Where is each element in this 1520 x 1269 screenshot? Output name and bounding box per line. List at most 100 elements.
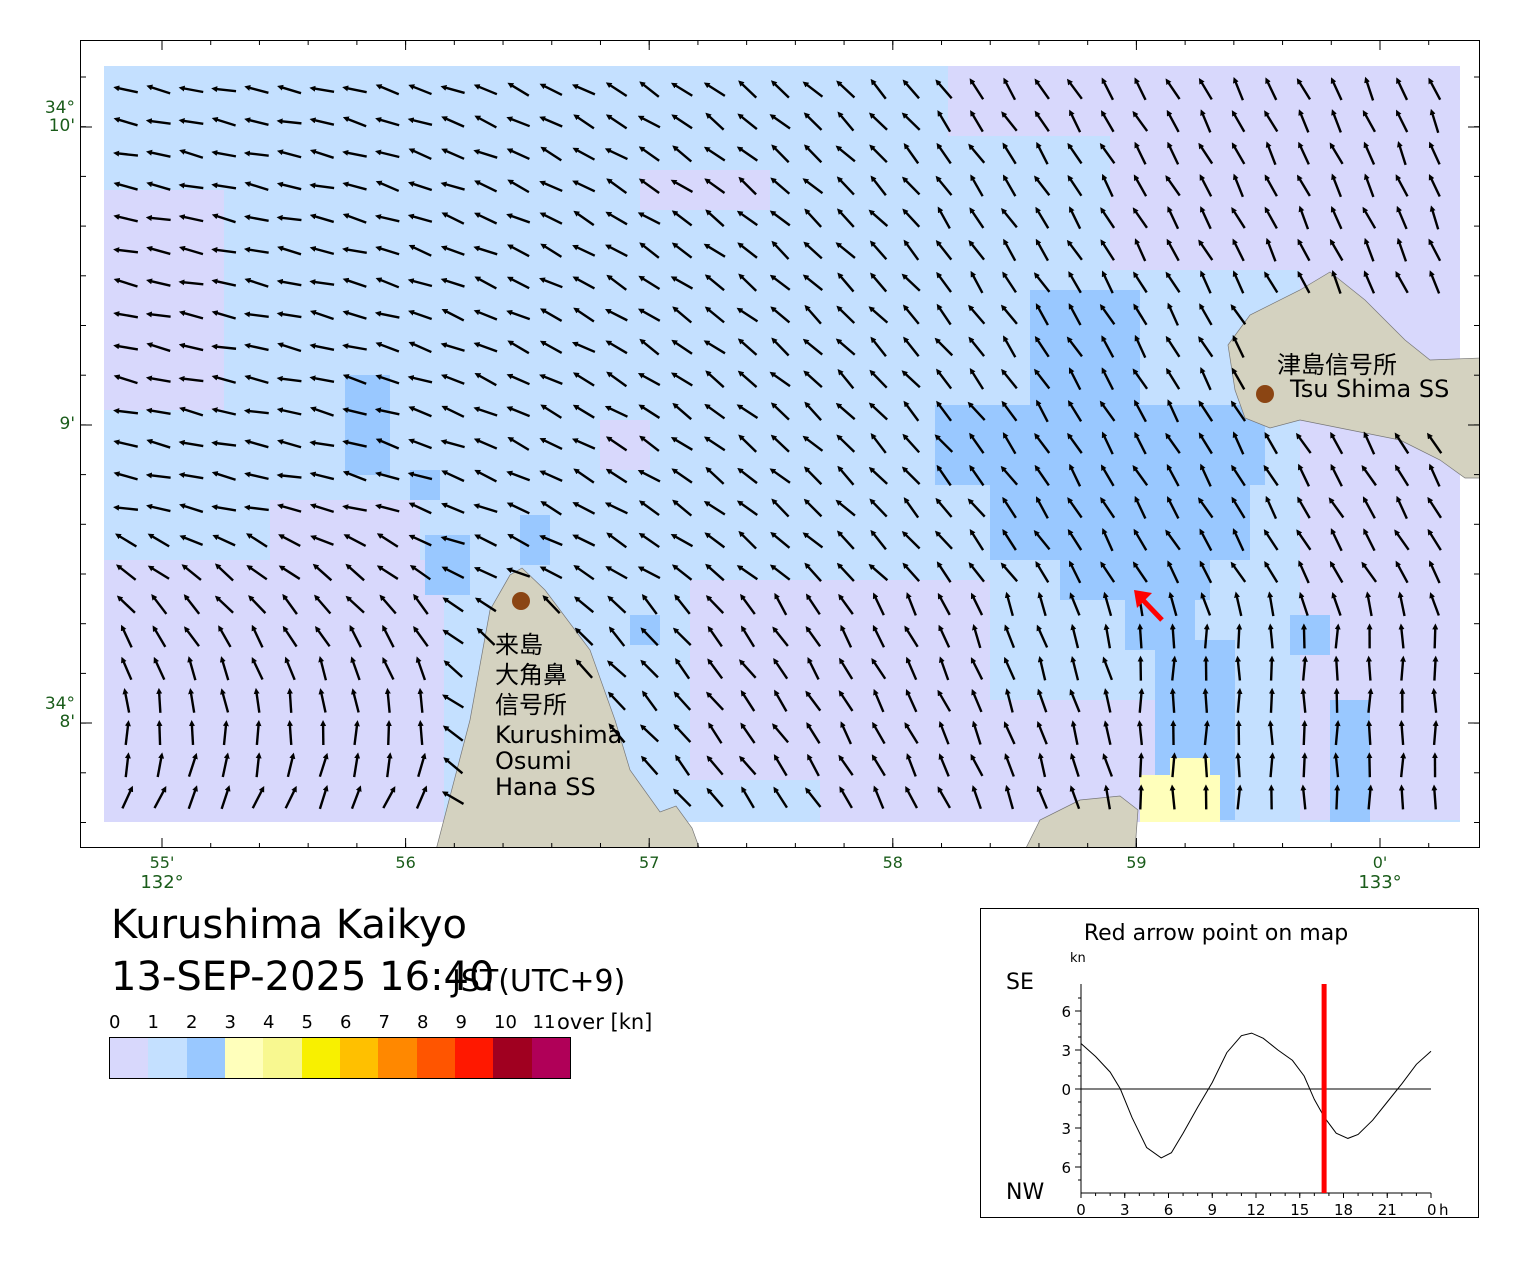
current-arrow: [1329, 238, 1344, 262]
current-arrow: [802, 435, 824, 452]
current-arrow: [506, 213, 531, 224]
current-arrow: [769, 564, 791, 581]
current-arrow: [705, 691, 725, 711]
osumi-station-marker[interactable]: [512, 592, 530, 610]
current-arrow: [1428, 141, 1441, 165]
osumi-peninsula: [436, 567, 700, 847]
current-arrow: [1334, 623, 1341, 649]
red-arrow-marker[interactable]: [1134, 590, 1164, 622]
current-arrow: [572, 372, 595, 387]
current-arrow: [836, 80, 856, 99]
current-arrow: [1002, 496, 1017, 519]
legend-swatch: [224, 1038, 264, 1078]
current-arrow: [934, 337, 954, 357]
current-arrow: [1298, 109, 1310, 133]
legend-label: 10: [494, 1012, 517, 1033]
current-arrow: [473, 309, 498, 321]
current-arrow: [219, 656, 230, 681]
current-arrow: [1037, 752, 1047, 778]
current-arrow: [309, 343, 335, 351]
current-arrow: [704, 178, 726, 195]
current-arrow: [671, 564, 693, 581]
current-arrow: [382, 786, 396, 809]
current-arrow: [1033, 272, 1051, 293]
current-arrow: [1298, 560, 1310, 584]
current-arrow: [1034, 110, 1050, 132]
lon-deg-label: 133°: [1358, 872, 1401, 893]
current-arrow: [1230, 304, 1247, 326]
current-arrow: [573, 210, 595, 227]
current-arrow: [1397, 141, 1407, 166]
current-arrow: [309, 406, 334, 417]
current-arrow: [902, 433, 921, 454]
current-arrow: [248, 595, 267, 614]
current-arrow: [440, 245, 465, 256]
current-arrow: [1232, 238, 1245, 262]
current-arrow: [972, 623, 982, 649]
current-arrow: [637, 212, 661, 225]
legend-label: 4: [263, 1012, 275, 1033]
current-arrow: [251, 656, 264, 681]
current-arrow: [804, 304, 822, 325]
current-arrow: [474, 115, 497, 129]
current-arrow: [278, 534, 301, 547]
current-arrow: [153, 786, 167, 809]
legend-label: 6: [340, 1012, 352, 1033]
current-arrow: [1269, 752, 1276, 778]
current-arrow: [178, 342, 204, 352]
current-arrow: [1331, 591, 1342, 616]
current-arrow: [286, 752, 296, 778]
current-arrow: [1036, 721, 1048, 745]
current-arrow: [220, 688, 230, 713]
current-arrow: [441, 566, 465, 580]
tsushima-station-marker[interactable]: [1256, 385, 1274, 403]
current-arrow: [901, 370, 921, 389]
current-arrow: [1198, 432, 1213, 455]
current-arrow: [1101, 335, 1115, 358]
current-arrow: [309, 213, 335, 224]
current-arrow: [1101, 270, 1114, 294]
current-arrow: [736, 565, 759, 581]
current-arrow: [351, 688, 360, 713]
current-arrow: [1429, 108, 1440, 134]
current-arrow: [937, 592, 951, 616]
current-arrow: [1132, 465, 1149, 487]
nw-label: NW: [1006, 1180, 1044, 1205]
current-arrow: [382, 624, 395, 648]
x-tick-label: 12: [1246, 1201, 1265, 1219]
current-arrow: [1067, 174, 1083, 197]
current-arrow: [1070, 752, 1080, 778]
x-tick-label: 0: [1427, 1201, 1437, 1219]
current-arrow: [705, 370, 725, 389]
current-arrow: [211, 278, 237, 287]
current-arrow: [214, 595, 234, 614]
current-arrow: [573, 307, 595, 323]
current-arrow: [1432, 720, 1439, 746]
current-arrow: [1099, 303, 1116, 326]
current-arrow: [375, 277, 400, 289]
current-arrow: [605, 114, 628, 130]
current-arrow: [375, 503, 400, 513]
x-tick-label: 21: [1378, 1201, 1397, 1219]
current-arrow: [1035, 206, 1050, 229]
speed-cell: [104, 190, 224, 410]
current-arrow: [638, 532, 660, 549]
current-arrow: [807, 657, 820, 680]
current-map[interactable]: 55'132°56 57 58 59 0'133°10'34°9'8'34°: [0, 0, 1520, 900]
current-arrow: [868, 563, 889, 582]
current-arrow: [1133, 174, 1148, 197]
current-arrow: [1427, 496, 1442, 519]
current-arrow: [352, 752, 361, 778]
current-arrow: [1100, 561, 1116, 583]
current-arrow: [1034, 335, 1050, 358]
current-arrow: [1035, 303, 1049, 326]
current-arrow: [1429, 592, 1440, 616]
current-arrow: [1171, 752, 1178, 778]
current-arrow: [1169, 687, 1176, 713]
current-arrow: [672, 627, 692, 646]
current-arrow: [1033, 529, 1051, 551]
datetime: 13-SEP-2025 16:40: [111, 954, 495, 1000]
current-arrow: [153, 656, 166, 681]
current-arrow: [1036, 624, 1049, 648]
current-arrow: [408, 244, 432, 257]
